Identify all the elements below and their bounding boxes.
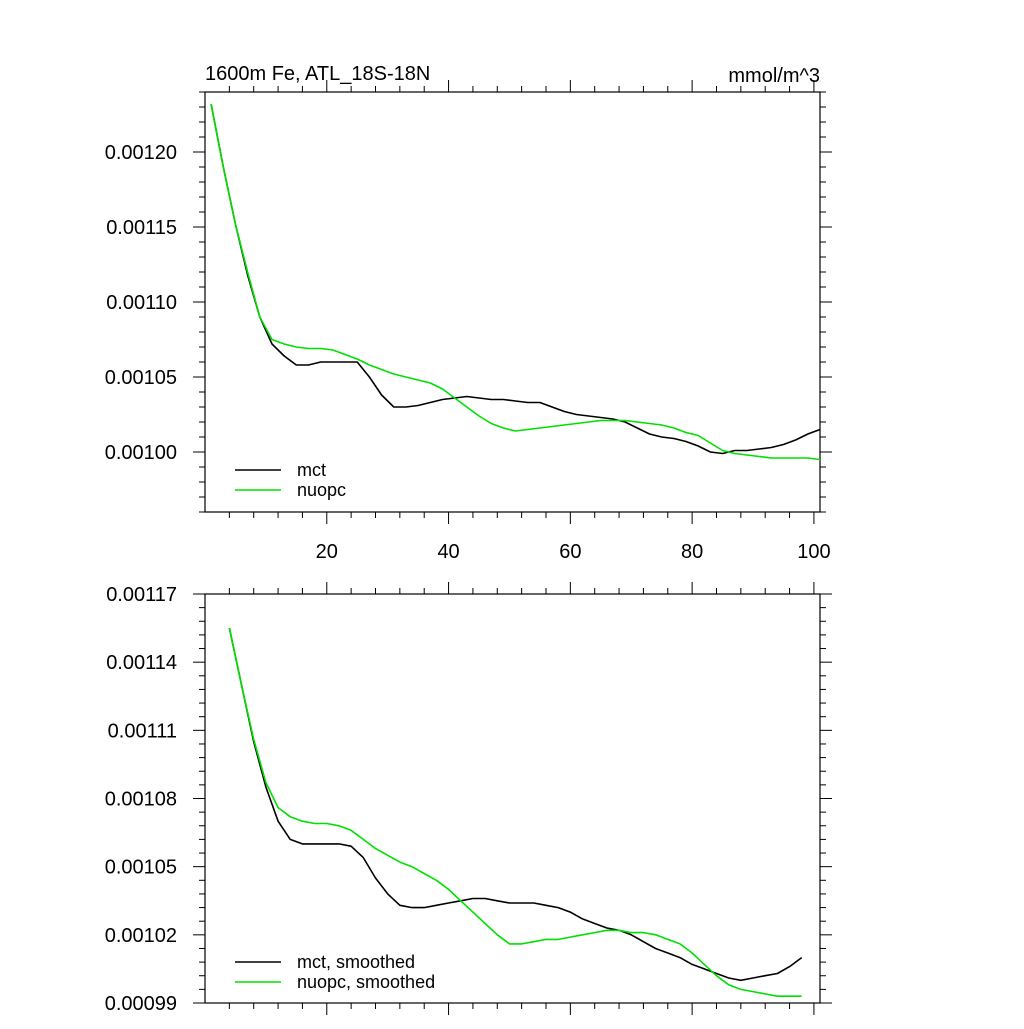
legend-label: nuopc, smoothed [297, 972, 435, 992]
series-line-nuopc [210, 103, 820, 461]
chart-title: 1600m Fe, ATL_18S-18N [205, 63, 430, 85]
y-tick-label: 0.00105 [105, 367, 177, 389]
x-tick-label: 80 [681, 541, 703, 563]
y-tick-label: 0.00120 [105, 142, 177, 164]
x-tick-label: 100 [797, 541, 830, 563]
chart-units: mmol/m^3 [728, 65, 820, 87]
x-tick-label: 20 [316, 541, 338, 563]
y-tick-label: 0.00117 [106, 584, 177, 606]
y-tick-label: 0.00111 [108, 720, 177, 742]
y-tick-label: 0.00102 [105, 925, 177, 947]
legend-label: nuopc [297, 480, 346, 500]
series-line-mct-smoothed [228, 627, 803, 982]
legend-label: mct, smoothed [297, 952, 415, 972]
x-tick-label: 40 [437, 541, 459, 563]
y-tick-label: 0.00099 [105, 993, 177, 1015]
bottom-panel: 0.00099 0.00102 0.00105 0.00108 0.00111 0.001… [105, 582, 832, 1015]
series-line-mct [210, 103, 820, 455]
top-panel: 20 40 60 80 100 0.00100 0.00105 0.00110 0.00115 0… [105, 63, 832, 563]
series-line-nuopc-smoothed [228, 627, 802, 998]
legend-label: mct [297, 460, 326, 480]
x-tick-label: 60 [559, 541, 581, 563]
y-tick-label: 0.00108 [105, 789, 177, 811]
y-tick-label: 0.00110 [106, 292, 177, 314]
y-tick-label: 0.00115 [106, 217, 177, 239]
y-tick-label: 0.00100 [105, 442, 177, 464]
y-tick-label: 0.00114 [106, 652, 177, 674]
y-tick-label: 0.00105 [105, 857, 177, 879]
